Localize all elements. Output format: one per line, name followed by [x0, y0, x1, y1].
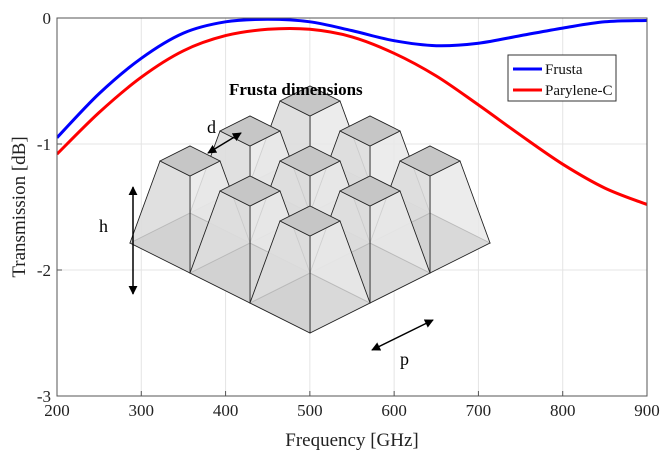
x-tick-label: 400 [213, 401, 239, 420]
frustum-top-face [159, 145, 221, 177]
x-tick-label: 300 [129, 401, 155, 420]
dimension-arrow-p [371, 319, 434, 351]
plot-frame [56, 17, 648, 397]
legend-label-parylene: Parylene-C [545, 83, 612, 99]
frustum-top-face [279, 145, 341, 177]
frustum-top-face [399, 145, 461, 177]
frustum-top-face [219, 175, 281, 207]
frustum-top-face [339, 115, 401, 147]
frusta-inset: Frusta dimensions d h p [99, 80, 491, 369]
series-line-parylene-c [57, 26, 647, 206]
x-tick-label: 600 [381, 401, 407, 420]
x-tick-label: 700 [466, 401, 492, 420]
inset-title: Frusta dimensions [229, 80, 363, 99]
dimension-label-p: p [400, 349, 409, 369]
legend-label-frusta: Frusta [545, 62, 583, 78]
y-tick-label: -1 [37, 135, 51, 154]
tick-labels: 200 300 400 500 600 700 800 900 0 -1 -2 -3 [37, 9, 660, 420]
x-tick-label: 900 [634, 401, 660, 420]
series-lines [57, 18, 647, 206]
frustum-top-face [279, 205, 341, 237]
y-tick-label: -2 [37, 261, 51, 280]
x-tick-label: 200 [44, 401, 70, 420]
frustum-top-face [279, 85, 341, 117]
legend-box [507, 54, 617, 102]
frustum [249, 205, 371, 334]
dimension-arrow-d [207, 132, 242, 154]
dimension-label-d: d [207, 117, 216, 137]
x-tick-label: 800 [550, 401, 576, 420]
series-line-frusta [57, 18, 647, 139]
y-tick-label: 0 [43, 9, 52, 28]
y-axis-title: Transmission [dB] [9, 136, 30, 277]
x-tick-label: 500 [297, 401, 323, 420]
legend: Frusta Parylene-C [507, 54, 617, 102]
x-axis-title: Frequency [GHz] [285, 430, 418, 451]
y-tick-label: -3 [37, 387, 51, 406]
frustum-top-face [339, 175, 401, 207]
dimension-label-h: h [99, 216, 108, 236]
